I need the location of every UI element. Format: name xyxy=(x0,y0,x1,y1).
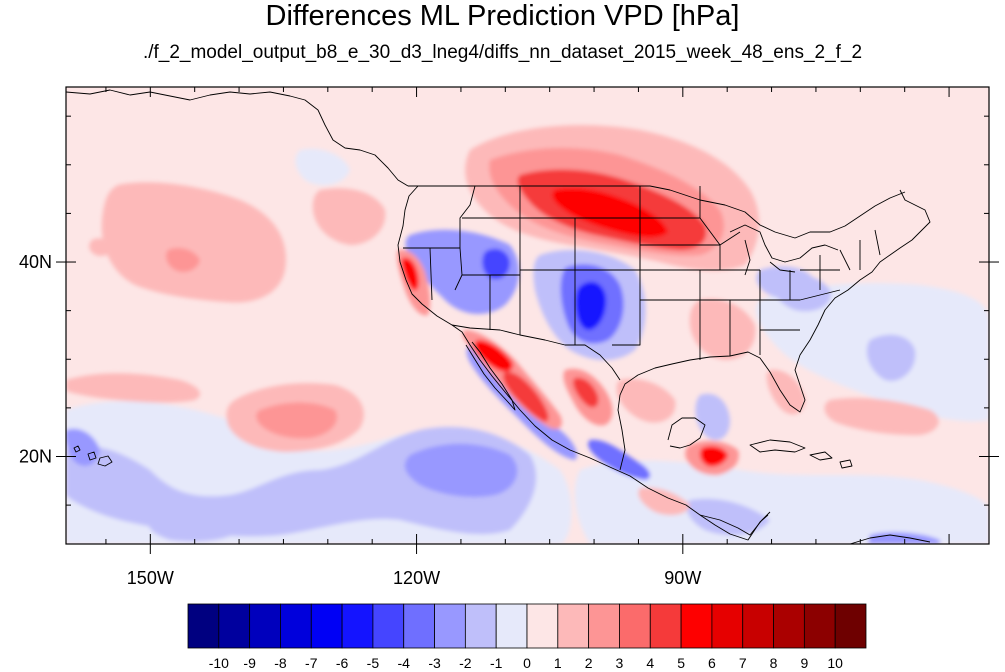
colorbar-level-label: 0 xyxy=(523,655,531,671)
colorbar-level-label: 2 xyxy=(585,655,593,671)
map-title: Differences ML Prediction VPD [hPa] xyxy=(265,0,740,32)
colorbar-swatch xyxy=(619,603,651,649)
south-america-top xyxy=(849,534,931,544)
gulf-of-mexico-coast xyxy=(617,351,806,471)
colorbar-level-label: 5 xyxy=(677,655,685,671)
colorbar-level-label: -4 xyxy=(398,655,411,671)
colorbar-level-label: -10 xyxy=(209,655,229,671)
yucatan xyxy=(667,417,706,449)
colorbar-swatch xyxy=(341,603,374,649)
colorbar-swatch xyxy=(680,603,713,649)
hawaii-islands xyxy=(73,445,113,467)
field-red-northern-plains-core xyxy=(552,188,668,238)
field-red-gulf-coast xyxy=(616,378,676,423)
colorbar-swatch xyxy=(280,603,312,649)
colorbar-swatch xyxy=(310,603,343,649)
alaska-coast xyxy=(66,89,409,187)
field-blue-rockies-dark xyxy=(575,281,607,330)
field-red-atlantic xyxy=(824,398,939,436)
field-red-southeast xyxy=(689,298,756,360)
axis-tick-labels: 150W 120W 90W 40N 20N xyxy=(19,252,701,588)
baja-peninsula xyxy=(465,341,516,411)
colorbar-level-label: -2 xyxy=(459,655,472,671)
colorbar-swatch xyxy=(588,603,620,649)
x-tick-label: 150W xyxy=(127,568,174,588)
state-lines-east xyxy=(729,229,881,356)
map-subtitle: ./f_2_model_output_b8_e_30_d3_lneg4/diff… xyxy=(142,42,863,63)
colorbar-swatch xyxy=(249,603,281,649)
colorbar-level-label: -5 xyxy=(367,655,380,671)
colorbar-level-label: -3 xyxy=(428,655,441,671)
colorbar-level-label: 1 xyxy=(554,655,562,671)
colorbar-level-label: 6 xyxy=(708,655,716,671)
colorbar-swatch xyxy=(434,603,466,649)
colorbar-level-label: -9 xyxy=(243,655,256,671)
colorbar-swatch xyxy=(649,603,682,649)
colorbar xyxy=(187,603,867,649)
caribbean-islands xyxy=(749,439,853,469)
field-red-mexico-plateau-core xyxy=(573,377,599,408)
colorbar-swatch xyxy=(218,603,251,649)
field-blue-caribbean-mid xyxy=(686,498,770,536)
field-red-central-pacific-mid xyxy=(256,402,338,439)
field-blue-northwest xyxy=(295,148,350,186)
field-blue-central-pacific xyxy=(148,514,240,542)
field-red-california-core xyxy=(401,257,419,291)
x-tick-label: 120W xyxy=(393,568,440,588)
colorbar-swatch xyxy=(711,603,744,649)
field-red-north-pacific xyxy=(101,182,286,303)
field-red-florida xyxy=(766,369,806,415)
y-tick-label: 20N xyxy=(19,446,52,466)
colorbar-level-label: 3 xyxy=(616,655,624,671)
atlantic-coast xyxy=(799,189,931,356)
field-blue-pacific-mid xyxy=(404,443,518,497)
field-red-baja-south xyxy=(502,371,549,422)
colorbar-level-label: 8 xyxy=(770,655,778,671)
colorbar-swatch xyxy=(464,603,497,649)
field-red-central-america xyxy=(638,487,690,516)
x-tick-label: 90W xyxy=(664,568,701,588)
field-blue-central-america xyxy=(588,439,651,480)
coastlines xyxy=(66,89,931,544)
field-blue-east-mid xyxy=(866,334,916,381)
field-red-offshore-west xyxy=(312,188,386,245)
colorbar-swatch xyxy=(372,603,405,649)
colorbar-labels: -10 -9 -8 -7 -6 -5 -4 -3 -2 -1 0 1 2 3 4 5 6 7 8 9 10 xyxy=(209,655,843,671)
colorbar-level-label: 9 xyxy=(800,655,808,671)
colorbar-swatch xyxy=(403,603,435,649)
colorbar-level-label: -1 xyxy=(490,655,503,671)
colorbar-swatch xyxy=(742,603,774,649)
map-frame xyxy=(65,86,990,545)
colorbar-level-label: 7 xyxy=(739,655,747,671)
colorbar-swatch xyxy=(834,603,867,649)
field-red-baja-core xyxy=(474,340,513,372)
axis-ticks xyxy=(56,87,999,554)
field-blue-caribbean xyxy=(574,460,989,544)
colorbar-swatch xyxy=(803,603,836,649)
field-blue-great-basin-dark xyxy=(482,248,510,280)
field-red-west-pacific-small xyxy=(89,238,112,256)
us-mexico-border xyxy=(451,324,621,381)
colorbar-level-label: -8 xyxy=(274,655,287,671)
colorbar-level-label: 10 xyxy=(827,655,843,671)
colorbar-level-label: -6 xyxy=(336,655,349,671)
colorbar-swatch xyxy=(557,603,590,649)
colorbar-level-label: -7 xyxy=(305,655,318,671)
field-red-southern-pacific-band xyxy=(66,373,200,403)
field-red-north-pacific-mid xyxy=(166,248,200,272)
field-red-caribbean-core xyxy=(700,446,728,467)
colorbar-swatch xyxy=(187,603,220,649)
colorbar-swatch xyxy=(495,603,528,649)
colorbar-level-label: 4 xyxy=(646,655,654,671)
colorbar-swatch xyxy=(773,603,805,649)
canada-border xyxy=(408,185,906,239)
map-field xyxy=(66,87,989,544)
central-america-isthmus xyxy=(699,511,771,536)
y-tick-label: 40N xyxy=(19,252,52,272)
colorbar-swatch xyxy=(526,603,559,649)
field-blue-ohio-valley xyxy=(756,266,815,299)
